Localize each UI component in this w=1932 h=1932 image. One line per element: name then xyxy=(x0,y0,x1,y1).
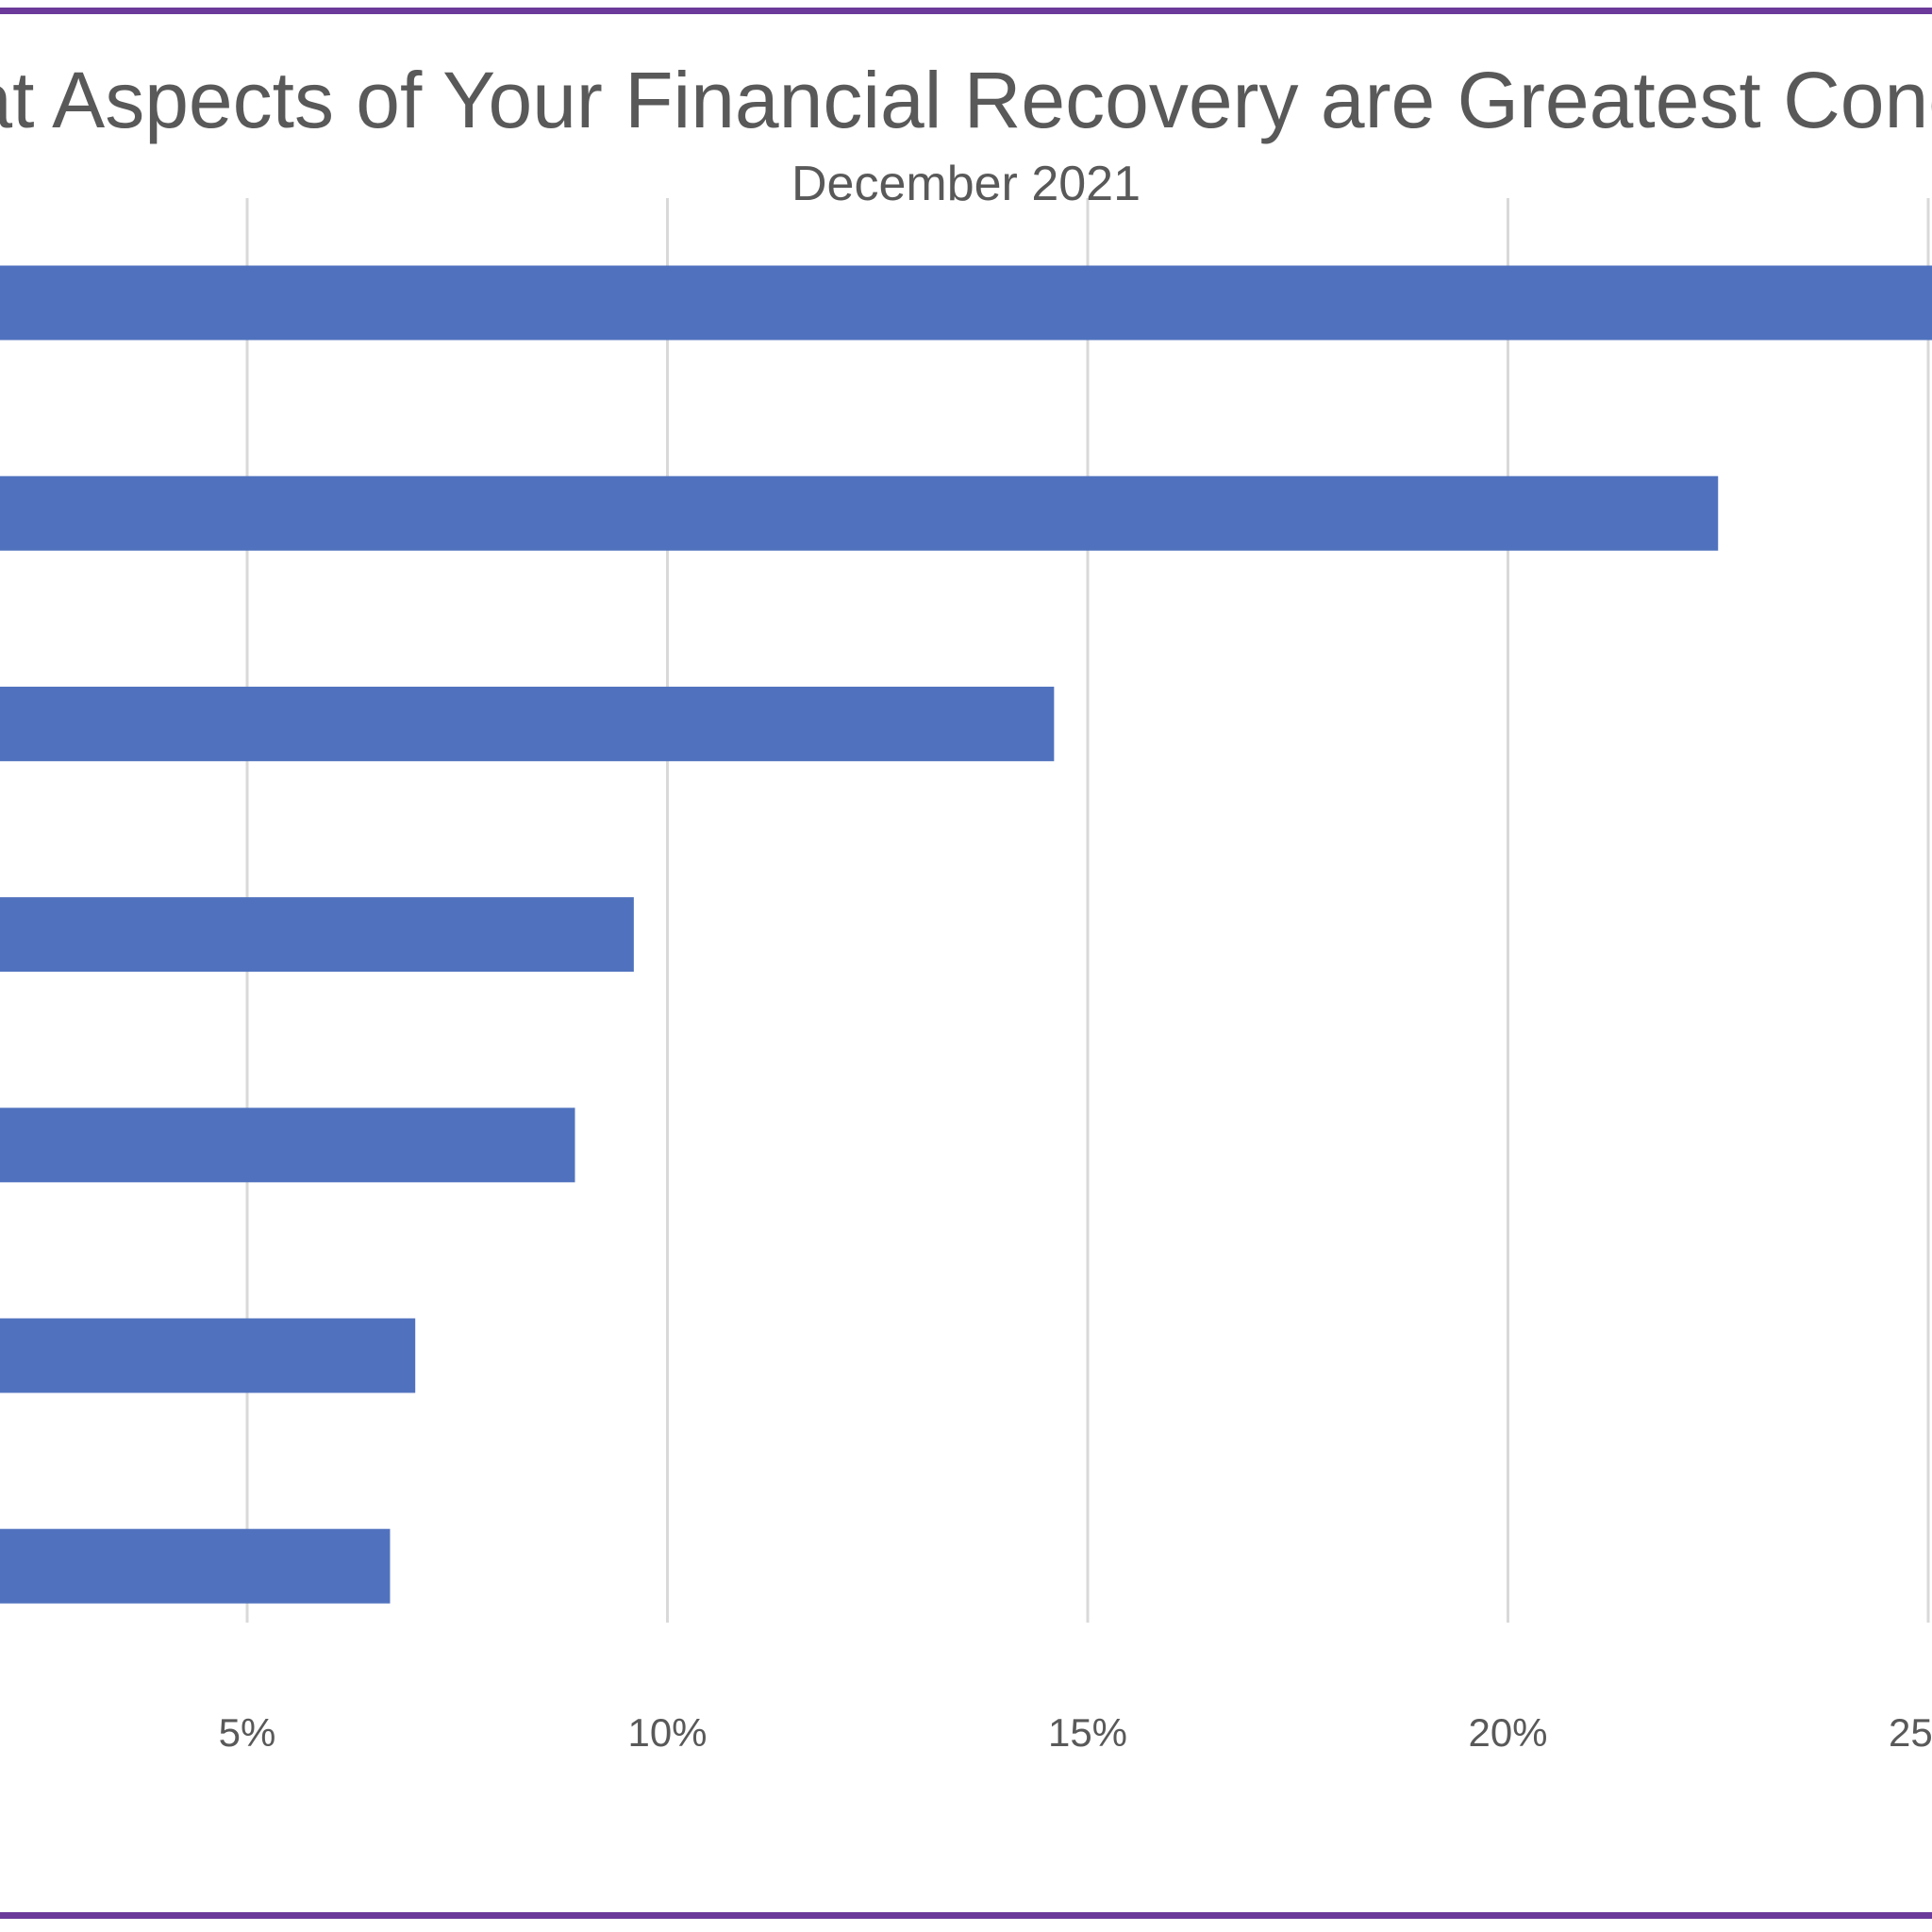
bar-7 xyxy=(0,1528,391,1604)
x-tick-label: 5% xyxy=(219,1710,276,1755)
chart-title: What Aspects of Your Financial Recovery … xyxy=(0,56,1932,144)
bar-4 xyxy=(0,897,634,973)
top-border-line xyxy=(0,8,1932,14)
x-axis-tick-labels: 5% 10% 15% 20% 25% xyxy=(219,1710,1932,1755)
bar-2 xyxy=(0,475,1719,551)
bar-5 xyxy=(0,1108,575,1183)
x-tick-label: 15% xyxy=(1048,1710,1127,1755)
bar-6 xyxy=(0,1318,416,1393)
x-tick-label: 25% xyxy=(1889,1710,1932,1755)
bottom-border-line xyxy=(0,1912,1932,1919)
bar-3 xyxy=(0,686,1055,761)
chart-subtitle: December 2021 xyxy=(791,157,1141,211)
x-tick-label: 20% xyxy=(1468,1710,1547,1755)
bar-1 xyxy=(0,265,1932,341)
bars xyxy=(0,265,1932,1604)
x-tick-label: 10% xyxy=(627,1710,707,1755)
